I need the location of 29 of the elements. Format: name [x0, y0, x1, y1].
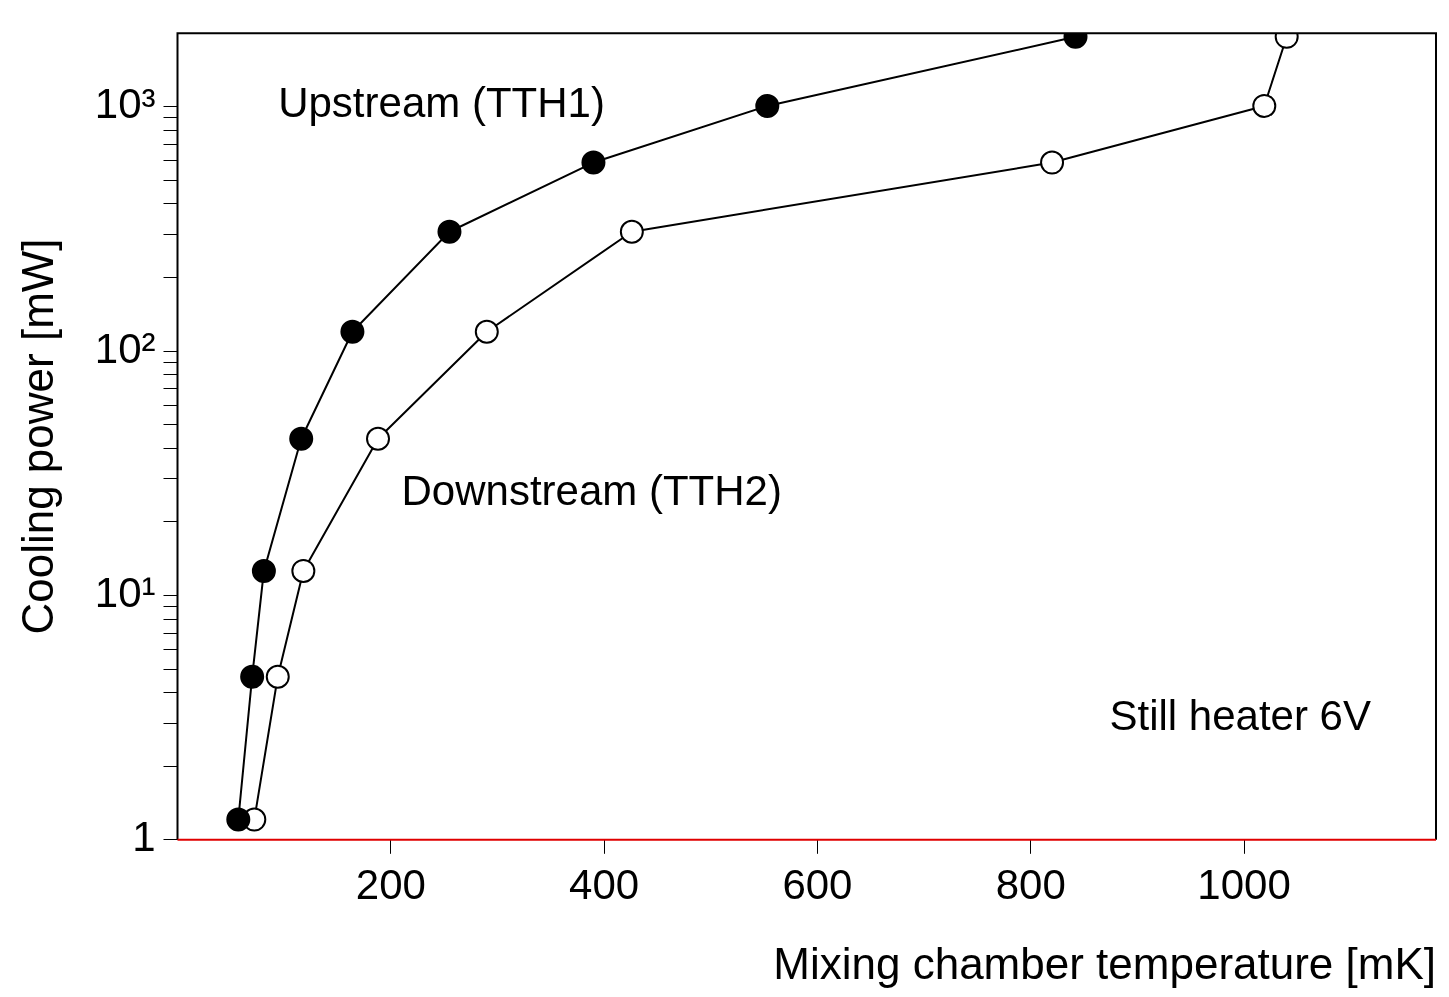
y-tick-label: 10¹ — [94, 569, 156, 617]
point — [1252, 93, 1277, 118]
point — [251, 558, 276, 583]
point — [226, 807, 251, 832]
y-tick-label: 10³ — [94, 80, 156, 128]
x-tick-label: 400 — [569, 860, 640, 908]
y-tick-label: 10² — [94, 324, 156, 372]
point — [619, 219, 644, 244]
point — [1040, 150, 1065, 175]
y-axis-title: Cooling power [mW] — [12, 238, 62, 635]
legend-label: Upstream (TTH1) — [278, 79, 605, 127]
point — [437, 219, 462, 244]
x-tick-label: 800 — [995, 860, 1066, 908]
point — [240, 664, 265, 689]
y-tick-label: 1 — [132, 813, 156, 861]
point — [581, 150, 606, 175]
annotation: Still heater 6V — [1109, 692, 1371, 740]
point — [289, 426, 314, 451]
x-tick-label: 600 — [782, 860, 853, 908]
point — [265, 664, 290, 689]
x-tick-label: 200 — [355, 860, 426, 908]
x-axis-title: Mixing chamber temperature [mK] — [773, 938, 1436, 988]
point — [755, 93, 780, 118]
point — [474, 319, 499, 344]
point — [291, 558, 316, 583]
point — [340, 319, 365, 344]
point — [366, 426, 391, 451]
x-tick-label: 1000 — [1197, 860, 1291, 908]
series-label: Downstream (TTH2) — [401, 466, 782, 514]
